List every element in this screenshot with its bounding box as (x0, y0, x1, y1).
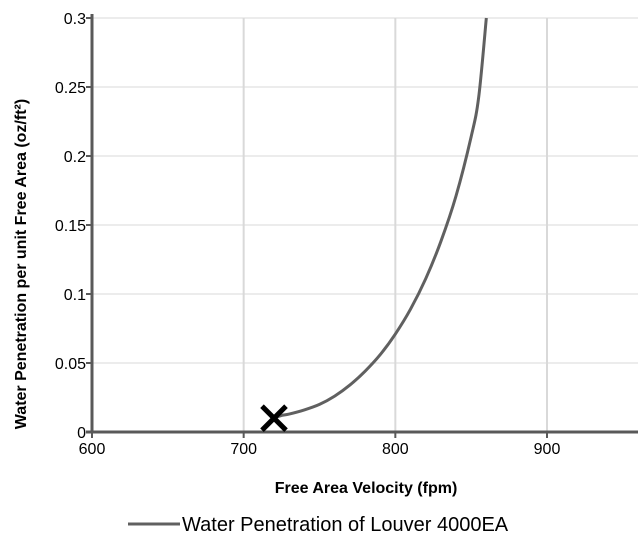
y-axis-title: Water Penetration per unit Free Area (oz… (13, 99, 30, 429)
legend-label: Water Penetration of Louver 4000EA (182, 514, 509, 536)
x-tick-label: 700 (230, 441, 257, 458)
x-marker (260, 404, 288, 432)
legend: Water Penetration of Louver 4000EA (128, 514, 509, 536)
x-axis-title: Free Area Velocity (fpm) (275, 480, 458, 497)
x-tick-label: 800 (382, 441, 409, 458)
y-tick-label: 0.05 (55, 356, 86, 373)
markers (260, 404, 288, 432)
y-tick-label: 0 (77, 425, 86, 442)
x-tick-label: 900 (534, 441, 561, 458)
y-tick-label: 0.2 (64, 149, 86, 166)
y-tick-label: 0.25 (55, 80, 86, 97)
y-tick-label: 0.1 (64, 287, 86, 304)
grid (92, 17, 638, 432)
series (273, 17, 488, 420)
x-tick-label: 600 (79, 441, 106, 458)
axes (86, 14, 638, 438)
tick-labels: 0 0.05 0.1 0.15 0.2 0.25 0.3 600 700 800 900 (55, 11, 561, 458)
series-line (273, 17, 488, 420)
y-tick-label: 0.15 (55, 218, 86, 235)
x-marker-stroke (260, 404, 288, 432)
y-tick-label: 0.3 (64, 11, 86, 28)
